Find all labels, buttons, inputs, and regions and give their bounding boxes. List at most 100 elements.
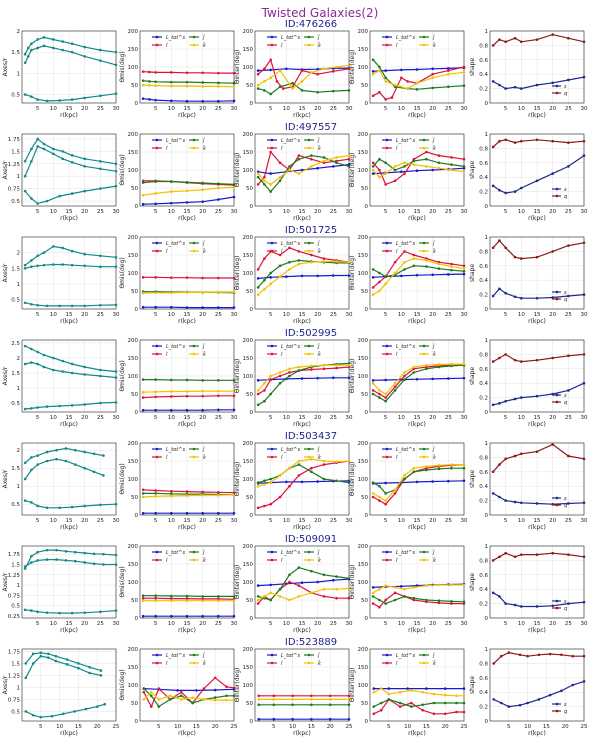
y-tick-label: 0 — [365, 616, 369, 622]
data-point — [384, 584, 387, 587]
plot-frame — [139, 133, 235, 207]
data-point — [582, 241, 586, 245]
data-point — [535, 502, 539, 505]
y-tick-label: 0.6 — [479, 470, 488, 476]
series-line — [24, 458, 104, 480]
data-point — [141, 193, 145, 197]
data-point — [551, 296, 554, 299]
y-tick-label: 0 — [250, 204, 254, 210]
data-point — [217, 276, 220, 280]
data-point — [256, 392, 260, 396]
data-point — [403, 371, 406, 374]
data-point — [582, 381, 586, 385]
data-point — [379, 687, 383, 690]
data-point — [278, 495, 282, 499]
y-tick-label: 200 — [128, 544, 139, 550]
data-point — [332, 274, 335, 277]
data-point — [582, 600, 586, 604]
x-tick-label: 20 — [199, 415, 206, 421]
y-tick-label: 200 — [358, 29, 369, 35]
y-tick-label: 200 — [243, 235, 254, 241]
data-point — [387, 692, 391, 696]
plot-frame — [489, 442, 585, 516]
series-line — [492, 239, 585, 260]
data-point — [332, 89, 335, 93]
y-tick-label: 0 — [135, 513, 139, 519]
data-point — [316, 166, 319, 170]
data-point — [332, 578, 335, 582]
data-point — [443, 687, 447, 690]
series-line — [257, 58, 350, 90]
data-point — [520, 139, 523, 143]
y-tick-label: 100 — [243, 477, 254, 483]
x-tick-label: 15 — [534, 106, 541, 112]
data-point — [26, 55, 30, 58]
data-point — [70, 611, 74, 615]
data-point — [310, 253, 313, 257]
data-point — [257, 694, 261, 698]
data-point — [393, 83, 397, 87]
legend: sq — [552, 599, 567, 612]
y-tick-label: 200 — [243, 338, 254, 344]
x-tick-label: 15 — [184, 312, 191, 318]
data-point — [141, 97, 145, 100]
legend-marker — [555, 290, 559, 294]
data-point — [498, 239, 501, 242]
data-point — [335, 161, 338, 165]
x-axis-label: r(kpc) — [408, 215, 426, 222]
x-axis-label: r(kpc) — [408, 318, 426, 325]
data-point — [582, 501, 586, 505]
y-tick-label: 200 — [243, 544, 254, 550]
x-tick-label: 15 — [66, 518, 73, 524]
data-point — [371, 481, 375, 484]
x-tick-label: 30 — [581, 415, 588, 421]
legend-label: k̂ — [203, 557, 207, 564]
data-point — [328, 698, 332, 701]
data-point — [58, 611, 61, 615]
legend-label: q — [564, 709, 567, 715]
data-point — [263, 179, 266, 183]
data-point — [504, 138, 507, 142]
data-point — [52, 245, 55, 248]
x-tick-label: 30 — [231, 518, 238, 524]
y-tick-label: 1 — [485, 235, 489, 241]
y-tick-label: 0 — [485, 719, 489, 725]
data-point — [498, 139, 501, 143]
series-line — [24, 447, 104, 464]
data-point — [23, 52, 27, 56]
data-point — [332, 376, 335, 380]
data-point — [195, 689, 198, 692]
data-point — [58, 194, 61, 198]
data-point — [232, 694, 236, 698]
x-tick-label: 5 — [154, 621, 158, 627]
data-point — [403, 260, 406, 264]
y-axis-label: Θmis(deg) — [119, 51, 126, 82]
x-tick-label: 15 — [66, 415, 73, 421]
data-point — [154, 390, 157, 394]
data-point — [393, 488, 397, 492]
y-tick-label: 1.75 — [8, 552, 21, 558]
y-tick-label: 0 — [250, 719, 254, 725]
x-tick-label: 10 — [50, 621, 57, 627]
data-point — [55, 457, 58, 461]
data-point — [437, 363, 441, 366]
data-point — [432, 712, 436, 716]
y-tick-label: 0 — [135, 410, 139, 416]
data-point — [450, 268, 453, 272]
data-point — [371, 161, 375, 165]
series-line — [493, 680, 585, 708]
data-point — [498, 287, 501, 291]
plot-frame — [21, 545, 117, 619]
legend-marker — [385, 146, 389, 150]
x-tick-label: 15 — [184, 621, 191, 627]
data-point — [185, 180, 189, 184]
data-point — [23, 301, 27, 305]
data-point — [263, 278, 266, 282]
legend-label: î — [166, 660, 168, 667]
data-point — [371, 392, 375, 396]
x-tick-label: 30 — [346, 621, 353, 627]
series-line — [257, 458, 350, 487]
data-point — [384, 392, 387, 396]
